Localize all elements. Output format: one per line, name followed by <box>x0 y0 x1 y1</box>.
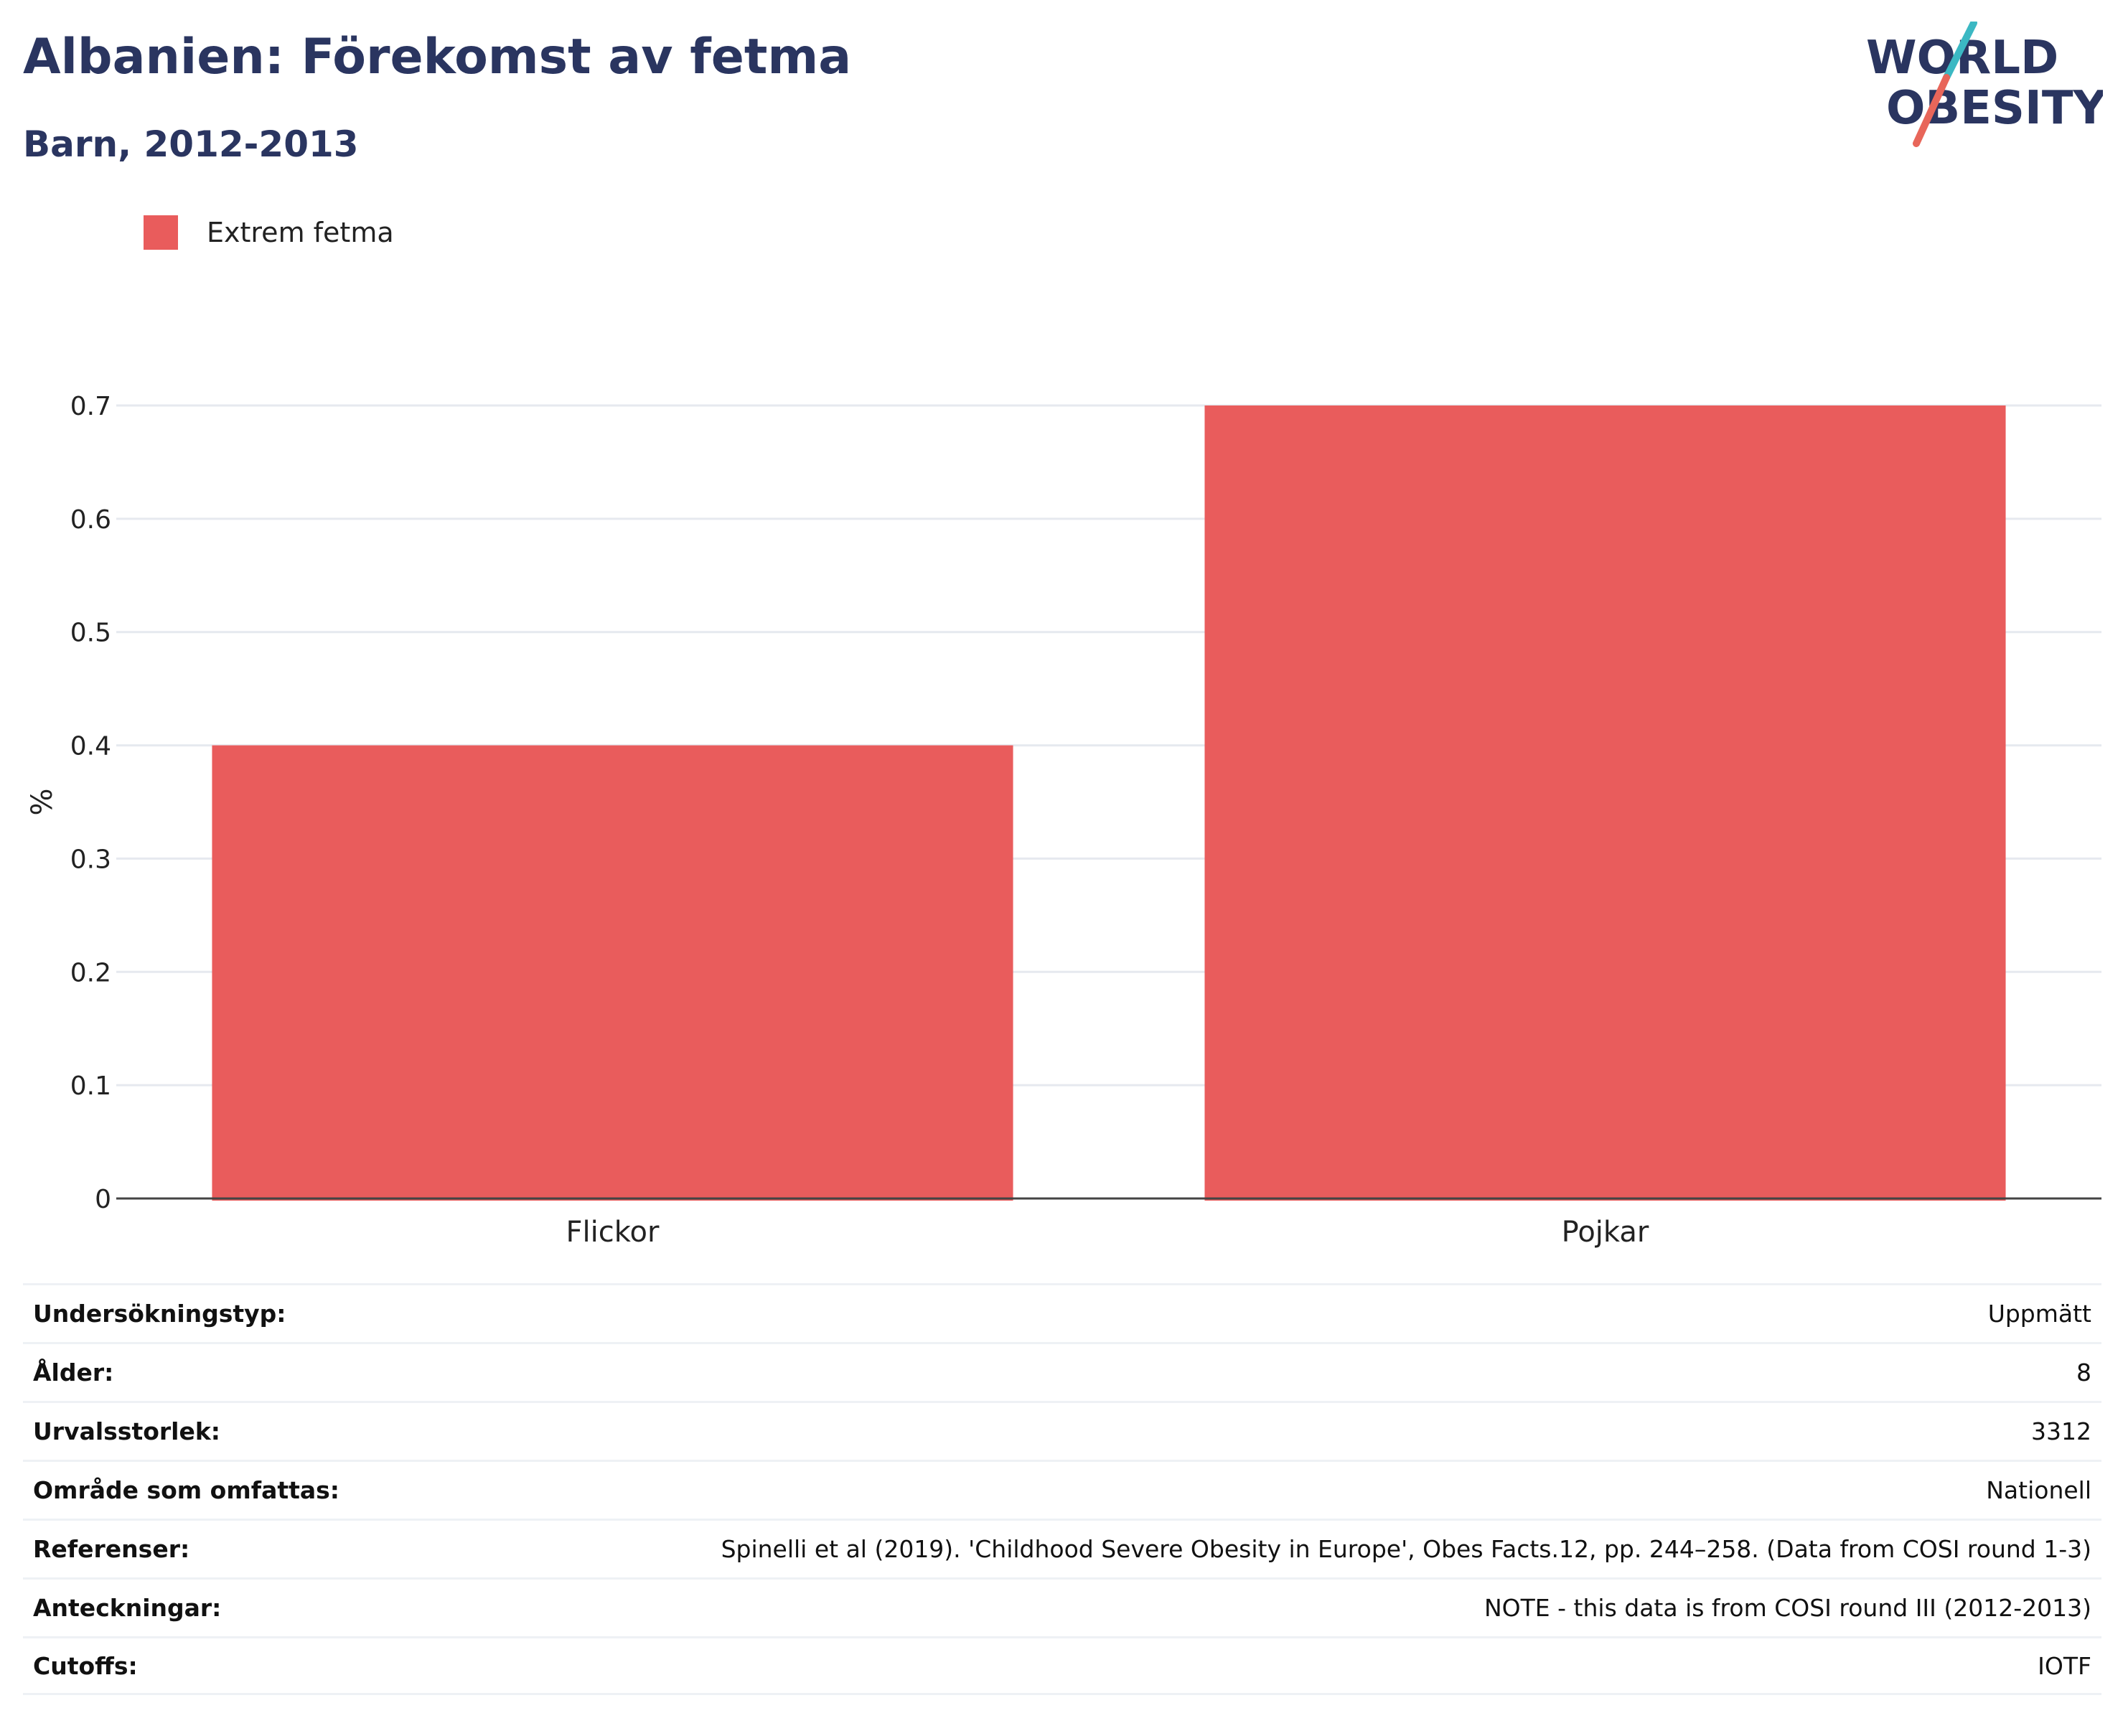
details-key: Anteckningar: <box>33 1594 222 1622</box>
details-key: Referenser: <box>33 1535 190 1563</box>
y-tick-label-0: 0 <box>95 1185 111 1214</box>
details-value: IOTF <box>2038 1651 2091 1680</box>
bar-chart: 0 0.1 0.2 0.3 0.4 0.5 0.6 0.7% Flickor Pojkar <box>26 392 2101 1249</box>
details-value: Uppmätt <box>1987 1300 2091 1328</box>
y-tick-label-1: 0.1 <box>70 1071 111 1101</box>
page-subtitle: Barn, 2012-2013 <box>23 123 359 165</box>
details-key: Urvalsstorlek: <box>33 1417 221 1445</box>
details-row: Referenser: Spinelli et al (2019). 'Child… <box>23 1519 2101 1577</box>
x-tick-label-pojkar: Pojkar <box>1562 1216 1649 1249</box>
details-row: Cutoffs: IOTF <box>23 1636 2101 1695</box>
details-key: Undersökningstyp: <box>33 1300 286 1328</box>
details-value: 3312 <box>2031 1417 2091 1445</box>
world-obesity-logo: WORLD OBESITY <box>1866 22 2103 147</box>
legend-label-extrem-fetma: Extrem fetma <box>207 217 394 248</box>
details-table: Undersökningstyp: Uppmätt Ålder: 8 Urvalssto… <box>23 1283 2101 1695</box>
details-key: Cutoffs: <box>33 1651 138 1680</box>
legend-swatch-extrem-fetma <box>144 215 178 250</box>
details-row: Urvalsstorlek: 3312 <box>23 1401 2101 1460</box>
details-row: Ålder: 8 <box>23 1342 2101 1401</box>
details-value: Spinelli et al (2019). 'Childhood Severe… <box>721 1535 2091 1563</box>
logo-slash-top <box>1943 22 1977 81</box>
details-row: Område som omfattas: Nationell <box>23 1460 2101 1519</box>
details-row: Undersökningstyp: Uppmätt <box>23 1283 2101 1342</box>
y-tick-label-6: 0.6 <box>70 505 111 535</box>
chart-legend[interactable]: Extrem fetma <box>144 215 394 250</box>
y-tick-label-7: 0.7 <box>70 392 111 421</box>
y-axis-label: % <box>26 788 59 815</box>
bar-pojkar <box>1204 405 2006 1201</box>
y-tick-label-2: 0.2 <box>70 958 111 987</box>
x-tick-label-flickor: Flickor <box>566 1216 660 1249</box>
page-title: Albanien: Förekomst av fetma <box>23 29 852 85</box>
y-tick-label-3: 0.3 <box>70 845 111 874</box>
y-tick-label-5: 0.5 <box>70 619 111 648</box>
bar-flickor <box>212 745 1013 1201</box>
logo-slash-bottom <box>1913 74 1950 147</box>
details-value: NOTE - this data is from COSI round III … <box>1484 1594 2091 1622</box>
details-value: Nationell <box>1986 1476 2091 1504</box>
details-key: Ålder: <box>33 1359 114 1387</box>
details-row: Anteckningar: NOTE - this data is from CO… <box>23 1577 2101 1636</box>
details-value: 8 <box>2076 1359 2091 1387</box>
details-key: Område som omfattas: <box>33 1476 340 1504</box>
y-tick-label-4: 0.4 <box>70 732 111 761</box>
